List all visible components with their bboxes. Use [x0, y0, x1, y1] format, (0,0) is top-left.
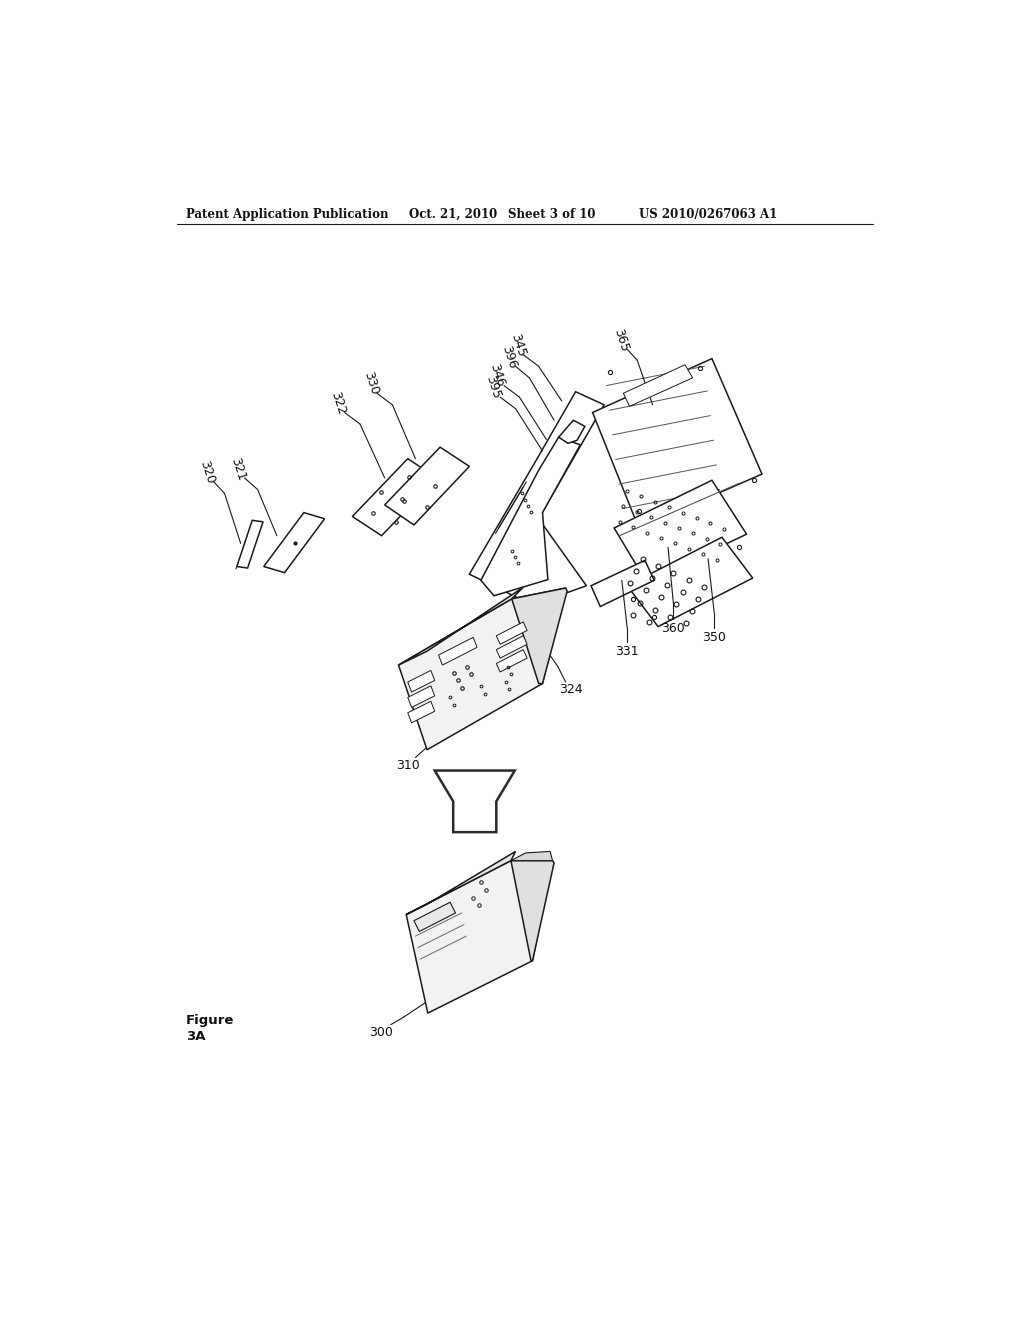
Polygon shape: [407, 861, 553, 1014]
Text: 345: 345: [508, 333, 527, 359]
Polygon shape: [385, 447, 469, 525]
Text: 360: 360: [662, 622, 685, 635]
Text: 320: 320: [198, 459, 217, 486]
Polygon shape: [237, 520, 263, 568]
Text: 330: 330: [360, 370, 381, 396]
Text: 321: 321: [228, 455, 248, 482]
Polygon shape: [398, 587, 523, 665]
Polygon shape: [408, 686, 435, 708]
Polygon shape: [559, 420, 585, 444]
Text: US 2010/0267063 A1: US 2010/0267063 A1: [639, 209, 777, 222]
Polygon shape: [511, 861, 554, 961]
Polygon shape: [469, 392, 604, 605]
Text: Patent Application Publication: Patent Application Publication: [186, 209, 388, 222]
Polygon shape: [264, 512, 325, 573]
Text: Figure: Figure: [186, 1014, 234, 1027]
Polygon shape: [593, 359, 762, 528]
Polygon shape: [481, 437, 581, 595]
Polygon shape: [614, 480, 746, 582]
Polygon shape: [628, 537, 753, 627]
Text: 346: 346: [487, 362, 507, 389]
Text: 331: 331: [615, 644, 639, 657]
Polygon shape: [407, 851, 515, 915]
Text: 324: 324: [559, 684, 583, 696]
Text: 310: 310: [396, 759, 420, 772]
Text: 365: 365: [611, 327, 631, 354]
Polygon shape: [497, 649, 527, 672]
Text: 350: 350: [702, 631, 726, 644]
Text: 395: 395: [483, 374, 503, 400]
Polygon shape: [435, 771, 515, 832]
Polygon shape: [352, 459, 437, 536]
Text: Oct. 21, 2010: Oct. 21, 2010: [410, 209, 498, 222]
Text: Sheet 3 of 10: Sheet 3 of 10: [508, 209, 595, 222]
Polygon shape: [408, 671, 435, 692]
Polygon shape: [414, 903, 456, 932]
Polygon shape: [497, 622, 527, 644]
Text: 396: 396: [500, 343, 519, 371]
Polygon shape: [591, 560, 654, 607]
Polygon shape: [438, 638, 477, 665]
Text: 3A: 3A: [186, 1030, 206, 1043]
Text: 300: 300: [369, 1026, 393, 1039]
Text: 322: 322: [329, 389, 348, 417]
Polygon shape: [497, 636, 527, 659]
Polygon shape: [511, 851, 553, 861]
Polygon shape: [512, 589, 567, 684]
Polygon shape: [398, 589, 565, 750]
Polygon shape: [624, 364, 692, 407]
Polygon shape: [408, 701, 435, 723]
